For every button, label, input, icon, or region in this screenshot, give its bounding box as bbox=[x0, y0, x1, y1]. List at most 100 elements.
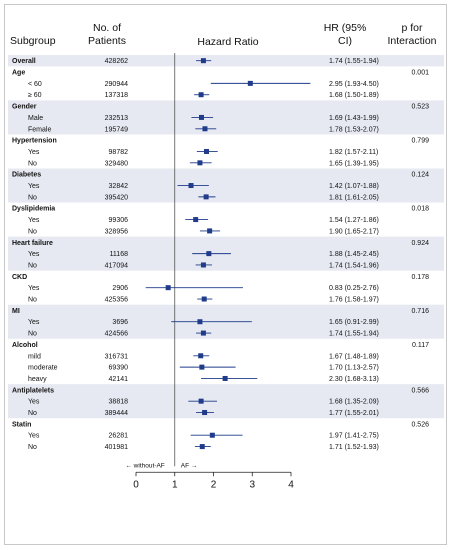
subgroup-label: Yes bbox=[28, 217, 40, 224]
hr-marker bbox=[193, 217, 199, 223]
chart-title: Hazard Ratio bbox=[197, 36, 259, 48]
subgroup-header: Subgroup bbox=[10, 35, 56, 47]
hr-marker bbox=[203, 194, 209, 200]
hr-ci-text: 1.76 (1.58-1.97) bbox=[329, 297, 379, 304]
x-tick-label: 0 bbox=[133, 479, 139, 490]
patient-count: 3696 bbox=[112, 319, 128, 326]
x-tick-label: 1 bbox=[172, 479, 178, 490]
group-label: Hypertension bbox=[12, 138, 57, 145]
x-tick-label: 4 bbox=[288, 479, 294, 490]
p-interaction: 0.799 bbox=[411, 138, 429, 145]
hr-marker bbox=[197, 160, 203, 166]
p-interaction: 0.924 bbox=[411, 240, 429, 247]
patient-count: 389444 bbox=[105, 410, 128, 417]
subgroup-label: No bbox=[28, 444, 37, 451]
hr-ci-text: 1.82 (1.57-2.11) bbox=[329, 149, 378, 156]
patient-count: 425356 bbox=[105, 297, 128, 304]
hr-marker bbox=[199, 364, 205, 370]
patient-count: 42141 bbox=[109, 376, 129, 383]
patient-count: 26281 bbox=[109, 433, 129, 440]
hr-marker bbox=[206, 251, 212, 257]
figure-frame bbox=[4, 4, 447, 545]
hr-marker bbox=[247, 80, 253, 86]
p-interaction: 0.523 bbox=[411, 104, 429, 111]
subgroup-label: mild bbox=[28, 353, 41, 360]
hr-marker bbox=[201, 296, 207, 302]
hr-marker bbox=[198, 398, 204, 404]
patient-count: 11168 bbox=[110, 251, 129, 258]
subgroup-label: ≥ 60 bbox=[28, 92, 42, 99]
patient-count: 232513 bbox=[105, 115, 128, 122]
hr-marker bbox=[198, 92, 204, 98]
group-label: Antiplatelets bbox=[12, 387, 54, 394]
hr-marker bbox=[198, 353, 204, 359]
subgroup-label: No bbox=[28, 331, 37, 338]
hr-marker bbox=[199, 444, 205, 450]
hr-ci-text: 1.74 (1.54-1.96) bbox=[329, 262, 379, 269]
patient-count: 32842 bbox=[109, 183, 129, 190]
subgroup-label: Yes bbox=[28, 399, 40, 406]
patient-count: 137318 bbox=[105, 92, 128, 99]
hr-ci-text: 1.65 (0.91-2.99) bbox=[329, 319, 379, 326]
hr-ci-text: 1.81 (1.61-2.05) bbox=[329, 194, 379, 201]
patient-count: 290944 bbox=[105, 81, 128, 88]
group-label: Heart failure bbox=[12, 240, 53, 247]
patients-header: No. of Patients bbox=[88, 22, 126, 47]
p-interaction: 0.018 bbox=[411, 206, 429, 213]
hr-ci-text: 1.70 (1.13-2.57) bbox=[329, 365, 379, 372]
hr-marker bbox=[165, 285, 171, 291]
patient-count: 99306 bbox=[109, 217, 129, 224]
hr-marker bbox=[202, 410, 208, 416]
subgroup-label: Yes bbox=[28, 149, 40, 156]
overall-label: Overall bbox=[12, 58, 36, 65]
hr-ci-text: 1.54 (1.27-1.86) bbox=[329, 217, 379, 224]
hr-ci-text: 1.65 (1.39-1.95) bbox=[329, 160, 379, 167]
hr-marker bbox=[197, 319, 203, 325]
patient-count: 98782 bbox=[109, 149, 129, 156]
hr-ci-text: 1.74 (1.55-1.94) bbox=[329, 331, 379, 338]
hr-marker bbox=[198, 114, 204, 120]
hr-marker bbox=[209, 432, 215, 438]
subgroup-label: heavy bbox=[28, 376, 47, 383]
subgroup-label: Yes bbox=[28, 319, 40, 326]
hr-ci-text: 2.95 (1.93-4.50) bbox=[329, 81, 379, 88]
patient-count: 395420 bbox=[105, 194, 128, 201]
subgroup-label: Female bbox=[28, 126, 51, 133]
p-interaction: 0.526 bbox=[411, 421, 429, 428]
patient-count: 69390 bbox=[109, 365, 129, 372]
subgroup-label: No bbox=[28, 410, 37, 417]
p-interaction: 0.566 bbox=[411, 387, 429, 394]
hr-marker bbox=[207, 228, 213, 234]
direction-label-left: ← without-AF bbox=[125, 462, 164, 469]
hr-marker bbox=[200, 262, 206, 268]
subgroup-label: Yes bbox=[28, 285, 40, 292]
hr-ci-text: 1.68 (1.50-1.89) bbox=[329, 92, 379, 99]
subgroup-label: Male bbox=[28, 115, 43, 122]
hr-ci-text: 1.68 (1.35-2.09) bbox=[329, 399, 379, 406]
subgroup-label: Yes bbox=[28, 183, 40, 190]
patient-count: 328956 bbox=[105, 228, 128, 235]
subgroup-label: No bbox=[28, 160, 37, 167]
subgroup-label: Yes bbox=[28, 251, 40, 258]
hr-ci-text: 1.42 (1.07-1.88) bbox=[329, 183, 379, 190]
hr-header: HR (95% CI) bbox=[323, 22, 367, 47]
group-label: Dyslipidemia bbox=[12, 206, 55, 213]
hr-marker bbox=[222, 375, 228, 381]
patient-count: 428262 bbox=[105, 58, 128, 65]
x-tick-label: 2 bbox=[211, 479, 217, 490]
group-label: Alcohol bbox=[12, 342, 38, 349]
hr-ci-text: 1.88 (1.45-2.45) bbox=[329, 251, 379, 258]
patient-count: 329480 bbox=[105, 160, 128, 167]
subgroup-label: No bbox=[28, 228, 37, 235]
group-label: CKD bbox=[12, 274, 27, 281]
patient-count: 424566 bbox=[105, 331, 128, 338]
patient-count: 417094 bbox=[105, 262, 128, 269]
p-interaction: 0.001 bbox=[411, 70, 429, 77]
patient-count: 316731 bbox=[105, 353, 128, 360]
p-interaction: 0.117 bbox=[412, 342, 429, 349]
hr-marker bbox=[200, 58, 206, 64]
hr-ci-text: 1.71 (1.52-1.93) bbox=[329, 444, 379, 451]
patient-count: 195749 bbox=[105, 126, 128, 133]
hr-ci-text: 2.30 (1.68-3.13) bbox=[329, 376, 379, 383]
subgroup-label: No bbox=[28, 297, 37, 304]
